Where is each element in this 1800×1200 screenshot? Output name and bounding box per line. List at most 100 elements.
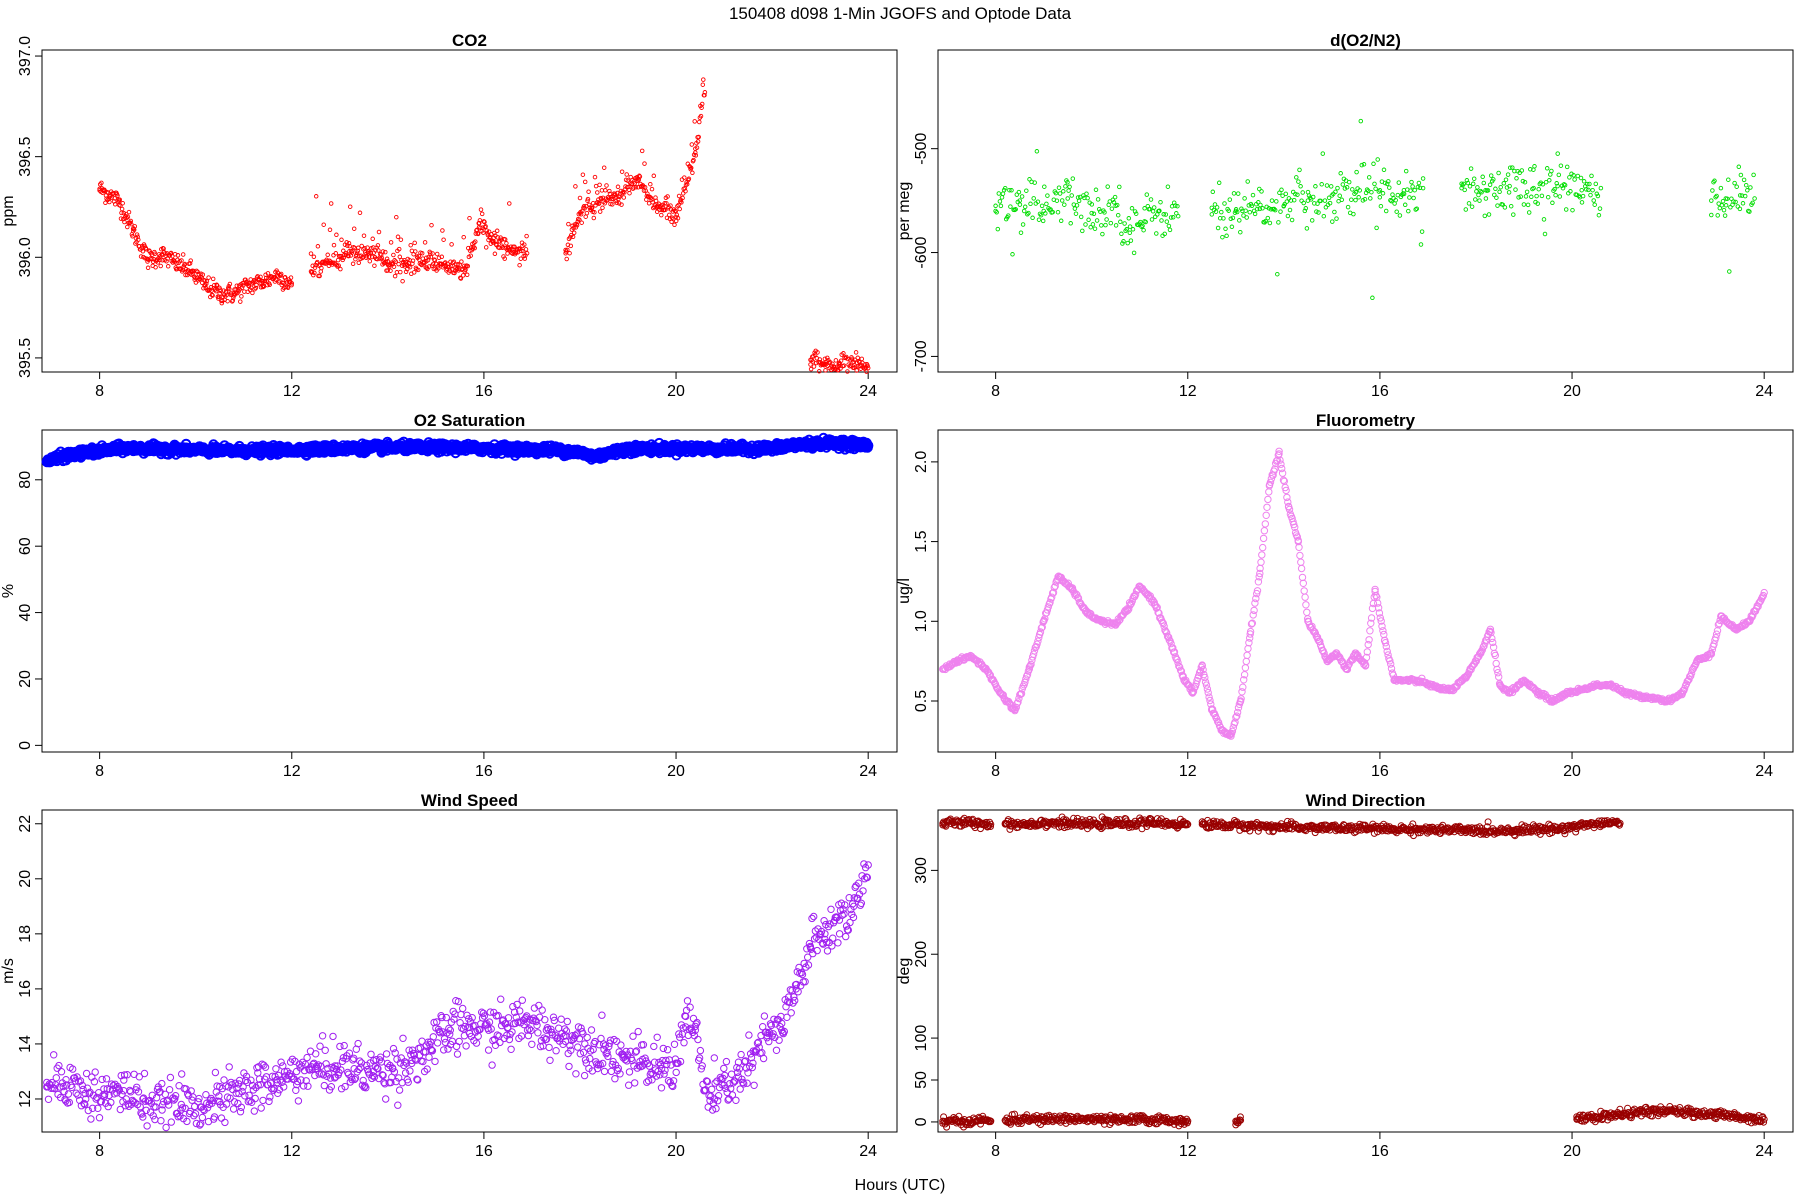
data-point: [238, 299, 243, 304]
data-point: [1122, 221, 1127, 226]
data-point: [1722, 213, 1728, 218]
x-tick-label: 8: [991, 383, 1000, 400]
y-tick-label: 397.0: [17, 36, 34, 76]
data-point: [468, 253, 473, 258]
data-point: [1535, 201, 1540, 206]
data-point: [357, 210, 363, 216]
data-point: [1283, 191, 1289, 197]
data-point: [1259, 543, 1267, 552]
data-point: [1040, 218, 1046, 224]
data-point: [1151, 205, 1157, 210]
data-point: [1740, 201, 1746, 206]
data-point: [237, 1103, 246, 1112]
data-point: [1495, 673, 1503, 681]
y-tick-label: 0.5: [913, 690, 930, 712]
y-axis-label: ug/l: [896, 578, 913, 604]
data-point: [1361, 162, 1367, 167]
data-point: [646, 201, 652, 206]
data-point: [1419, 229, 1425, 234]
data-point: [609, 196, 614, 202]
data-point: [239, 294, 244, 299]
data-point: [1406, 208, 1411, 214]
data-point: [1584, 187, 1589, 192]
data-point: [633, 185, 639, 190]
data-point: [1591, 198, 1596, 203]
data-point: [1300, 190, 1305, 195]
data-point: [1053, 190, 1059, 196]
y-tick-label: 1.0: [913, 610, 930, 632]
data-point: [210, 276, 216, 282]
data-point: [577, 195, 583, 201]
data-point: [1399, 192, 1405, 197]
data-point: [1028, 201, 1033, 207]
data-point: [319, 265, 324, 271]
data-point: [1507, 165, 1513, 170]
data-point: [1295, 192, 1300, 197]
data-point: [1286, 196, 1292, 201]
data-point: [1269, 198, 1275, 203]
data-point: [601, 165, 607, 170]
data-point: [999, 195, 1005, 200]
data-point: [1239, 206, 1244, 211]
data-point: [1163, 212, 1169, 217]
data-point: [1709, 212, 1714, 218]
data-point: [1154, 231, 1159, 236]
data-point: [311, 272, 316, 278]
data-point: [1284, 199, 1290, 204]
data-point: [817, 357, 823, 362]
data-point: [1302, 208, 1308, 214]
data-point: [1479, 190, 1484, 195]
data-point: [1265, 488, 1273, 496]
data-point: [675, 203, 680, 209]
data-point: [602, 201, 608, 206]
data-point: [1322, 198, 1328, 203]
data-point: [1239, 683, 1247, 691]
data-point: [1377, 195, 1383, 200]
data-point: [1552, 186, 1557, 192]
data-point: [1349, 197, 1354, 202]
data-point: [1044, 201, 1049, 207]
data-point: [838, 366, 843, 371]
data-point: [1513, 187, 1518, 192]
data-point: [397, 254, 403, 260]
data-point: [686, 176, 692, 182]
data-point: [1303, 206, 1309, 211]
data-point: [625, 178, 631, 183]
data-point: [325, 252, 330, 258]
data-point: [672, 222, 677, 228]
data-point: [639, 148, 645, 154]
data-point: [1242, 657, 1251, 666]
data-point: [610, 202, 615, 207]
data-point: [265, 1097, 273, 1106]
data-point: [523, 247, 529, 252]
data-point: [1464, 178, 1470, 183]
data-point: [400, 278, 405, 284]
data-point: [1275, 271, 1280, 277]
data-point: [1747, 209, 1752, 214]
data-point: [1562, 182, 1568, 188]
data-point: [1301, 200, 1306, 206]
data-point: [1523, 194, 1529, 199]
data-point: [694, 145, 700, 150]
data-point: [1504, 185, 1510, 190]
data-point: [328, 201, 334, 206]
data-point: [364, 254, 370, 259]
data-point: [250, 290, 255, 296]
data-point: [1485, 188, 1491, 193]
data-point: [1371, 161, 1376, 167]
data-point: [524, 233, 529, 239]
data-point: [1727, 269, 1732, 274]
data-point: [1038, 212, 1044, 218]
data-point: [1298, 184, 1303, 189]
data-point: [596, 201, 602, 206]
x-tick-label: 24: [859, 383, 877, 400]
data-point: [1721, 207, 1727, 213]
data-point: [1714, 193, 1719, 199]
data-point: [1381, 167, 1387, 173]
data-point: [1296, 179, 1301, 184]
data-point: [1748, 185, 1753, 190]
data-point: [391, 1049, 399, 1057]
data-point: [471, 240, 477, 246]
data-point: [1035, 199, 1041, 204]
data-point: [452, 270, 457, 276]
